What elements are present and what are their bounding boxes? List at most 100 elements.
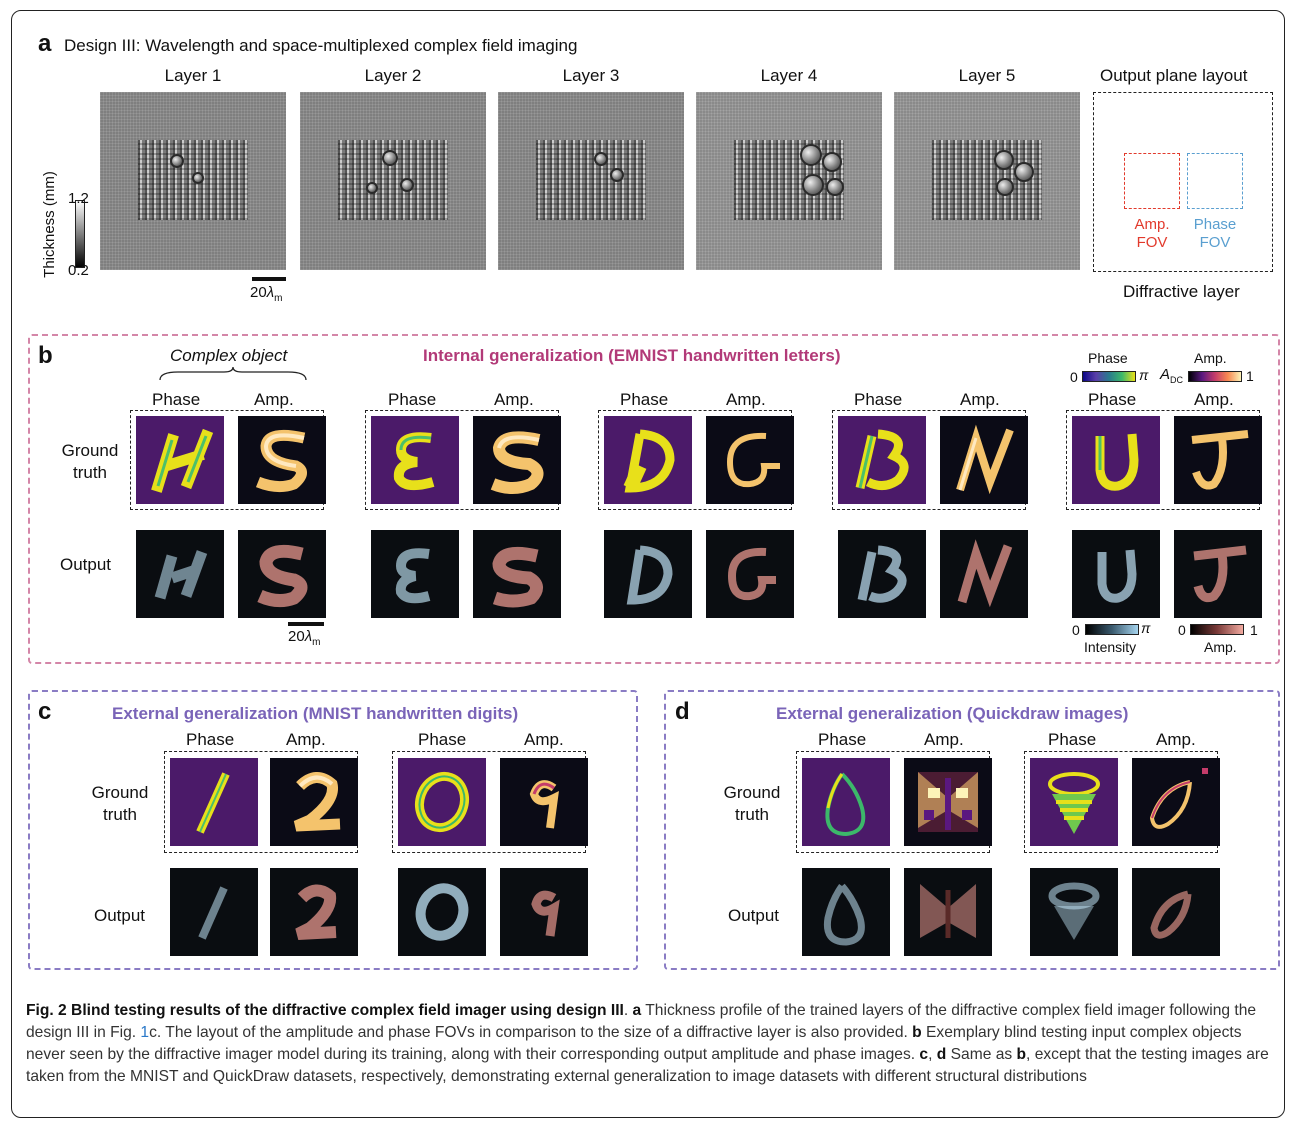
cbar-amp-out-label: Amp. — [1204, 639, 1237, 655]
panel-d-frame — [664, 690, 1280, 970]
c-out-phase-1 — [170, 868, 258, 956]
scalebar-a-label: 20λm — [250, 284, 283, 304]
b-gt-phase-H — [136, 416, 224, 504]
b-col-amp-2: Amp. — [494, 390, 534, 409]
cbar-ampout-one: 1 — [1250, 622, 1258, 638]
b-col-phase-2: Phase — [388, 390, 437, 409]
c-gt-phase-0 — [398, 758, 486, 846]
b-col-phase-4: Phase — [854, 390, 903, 409]
scalebar-b-label: 20λm — [288, 628, 321, 648]
layer-2-thickness-map — [300, 92, 486, 270]
b-col-phase-1: Phase — [152, 390, 201, 409]
cbar-amp — [1188, 371, 1242, 382]
c-out-amp-2 — [270, 868, 358, 956]
cbar-amp-one: 1 — [1246, 368, 1254, 384]
layout-title: Output plane layout — [1100, 66, 1248, 85]
b-col-phase-3: Phase — [620, 390, 669, 409]
b-gt-amp-N — [940, 416, 1028, 504]
d-col-amp-1: Amp. — [924, 730, 964, 749]
layer-5-label: Layer 5 — [958, 66, 1016, 85]
d-gt-phase-pear — [802, 758, 890, 846]
c-col-phase-1: Phase — [186, 730, 235, 749]
layer-3-label: Layer 3 — [562, 66, 620, 85]
b-col-phase-5: Phase — [1088, 390, 1137, 409]
figure-caption: Fig. 2 Blind testing results of the diff… — [26, 1002, 1269, 1085]
panel-b-frame — [28, 334, 1280, 664]
panel-a-letter: a — [38, 30, 52, 57]
amp-fov-box — [1124, 153, 1180, 209]
thickness-max: 1.2 — [68, 190, 89, 207]
panel-c-title: External generalization (MNIST handwritt… — [112, 704, 519, 723]
b-gt-amp-S2 — [473, 416, 561, 504]
cbar-amp-out — [1190, 624, 1244, 635]
layer-1-label: Layer 1 — [164, 66, 222, 85]
d-row-output: Output — [728, 906, 780, 925]
panel-d-title: External generalization (Quickdraw image… — [776, 704, 1129, 723]
b-col-amp-1: Amp. — [254, 390, 294, 409]
panel-d-letter: d — [675, 698, 690, 725]
figure-frame — [11, 10, 1285, 1118]
layer-1-thickness-map — [100, 92, 286, 270]
b-out-amp-N — [940, 530, 1028, 618]
b-out-amp-S — [238, 530, 326, 618]
b-out-phase-E — [371, 530, 459, 618]
panel-c-letter: c — [38, 698, 52, 725]
d-out-amp-leaf — [1132, 868, 1220, 956]
cbar-ampout-zero: 0 — [1178, 622, 1186, 638]
amp-fov-label: Amp. FOV — [1134, 216, 1170, 251]
cbar-intensity-label: Intensity — [1084, 639, 1137, 655]
thickness-label: Thickness (mm) — [40, 171, 58, 278]
b-gt-phase-B — [838, 416, 926, 504]
cbar-phase-zero: 0 — [1070, 369, 1078, 385]
cbar-int-zero: 0 — [1072, 622, 1080, 638]
layout-caption: Diffractive layer — [1123, 282, 1240, 301]
b-out-amp-G — [706, 530, 794, 618]
b-gt-phase-D — [604, 416, 692, 504]
layer-3-thickness-map — [498, 92, 684, 270]
b-out-amp-J — [1174, 530, 1262, 618]
d-out-amp-butterfly — [904, 868, 992, 956]
b-col-amp-4: Amp. — [960, 390, 1000, 409]
c-col-amp-2: Amp. — [524, 730, 564, 749]
b-gt-amp-G — [706, 416, 794, 504]
scalebar-b — [288, 622, 324, 626]
c-gt-phase-1 — [170, 758, 258, 846]
c-col-amp-1: Amp. — [286, 730, 326, 749]
panel-a-title: Design III: Wavelength and space-multipl… — [64, 36, 578, 55]
c-out-phase-0 — [398, 868, 486, 956]
layer-2-label: Layer 2 — [364, 66, 422, 85]
scalebar-a — [252, 277, 286, 281]
cbar-amp-title: Amp. — [1194, 350, 1227, 366]
complex-object-label: Complex object — [170, 346, 288, 365]
panel-c-frame — [28, 690, 638, 970]
c-row-ground-truth: Ground truth — [91, 783, 149, 824]
cbar-intensity — [1085, 624, 1139, 635]
c-gt-amp-2 — [270, 758, 358, 846]
b-out-phase-U — [1072, 530, 1160, 618]
layer-4-thickness-map — [696, 92, 882, 270]
d-gt-phase-icecream — [1030, 758, 1118, 846]
layer-5-thickness-map — [894, 92, 1080, 270]
d-col-phase-1: Phase — [818, 730, 867, 749]
panel-b-letter: b — [38, 342, 53, 369]
d-col-phase-2: Phase — [1048, 730, 1097, 749]
b-col-amp-3: Amp. — [726, 390, 766, 409]
cbar-phase-pi: π — [1139, 367, 1149, 383]
panel-b-title: Internal generalization (EMNIST handwrit… — [423, 346, 841, 365]
thickness-colorbar — [75, 200, 85, 268]
d-gt-amp-leaf — [1132, 758, 1220, 846]
d-gt-amp-butterfly — [904, 758, 992, 846]
d-row-ground-truth: Ground truth — [723, 783, 781, 824]
d-col-amp-2: Amp. — [1156, 730, 1196, 749]
b-out-phase-D — [604, 530, 692, 618]
phase-fov-label: Phase FOV — [1193, 216, 1237, 251]
diffractive-layer-outline — [1093, 92, 1273, 272]
c-out-amp-9 — [500, 868, 588, 956]
b-out-phase-H — [136, 530, 224, 618]
d-out-phase-pear — [802, 868, 890, 956]
b-gt-phase-E — [371, 416, 459, 504]
b-out-phase-B — [838, 530, 926, 618]
cbar-phase-title: Phase — [1088, 350, 1128, 366]
c-col-phase-2: Phase — [418, 730, 467, 749]
cbar-int-pi: π — [1141, 620, 1151, 636]
